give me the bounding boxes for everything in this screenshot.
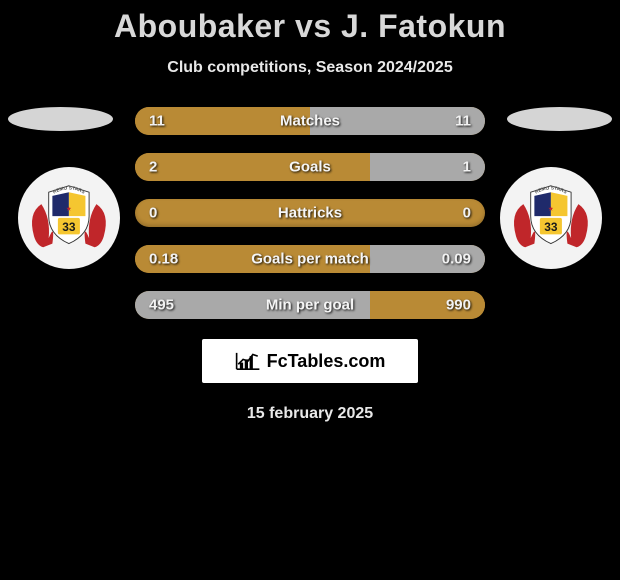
player2-club-badge: ★ 33 REMO STARS bbox=[500, 167, 602, 269]
stat-value-right: 11 bbox=[455, 113, 471, 130]
brand-label: FcTables.com bbox=[267, 351, 386, 372]
title-player2: J. Fatokun bbox=[341, 8, 506, 44]
stat-label: Goals bbox=[289, 159, 331, 176]
subtitle: Club competitions, Season 2024/2025 bbox=[0, 59, 620, 77]
player1-club-badge: ★ 33 REMO STARS bbox=[18, 167, 120, 269]
stat-label: Hattricks bbox=[278, 205, 342, 222]
chart-icon bbox=[235, 351, 261, 371]
player1-ellipse bbox=[8, 107, 113, 131]
stat-value-left: 0 bbox=[149, 205, 157, 222]
stat-bars: 11 11 Matches 2 1 Goals 0 0 Hattricks 0.18 0.09 Goa… bbox=[135, 107, 485, 319]
stat-bar: 2 1 Goals bbox=[135, 153, 485, 181]
stat-value-left: 495 bbox=[149, 297, 174, 314]
stat-bar: 11 11 Matches bbox=[135, 107, 485, 135]
svg-text:33: 33 bbox=[62, 220, 76, 234]
svg-text:33: 33 bbox=[544, 220, 558, 234]
stat-fill-left bbox=[135, 153, 370, 181]
stat-bar: 0 0 Hattricks bbox=[135, 199, 485, 227]
stat-value-right: 0.09 bbox=[442, 251, 471, 268]
stat-bar: 495 990 Min per goal bbox=[135, 291, 485, 319]
stat-value-left: 0.18 bbox=[149, 251, 178, 268]
brand-box: FcTables.com bbox=[202, 339, 418, 383]
stat-value-right: 990 bbox=[446, 297, 471, 314]
stat-value-right: 0 bbox=[463, 205, 471, 222]
stat-label: Matches bbox=[280, 113, 340, 130]
stat-value-left: 2 bbox=[149, 159, 157, 176]
club-crest-icon: ★ 33 REMO STARS bbox=[23, 172, 115, 264]
stat-value-left: 11 bbox=[149, 113, 165, 130]
date-label: 15 february 2025 bbox=[0, 405, 620, 423]
stat-label: Min per goal bbox=[266, 297, 354, 314]
page-title: Aboubaker vs J. Fatokun bbox=[0, 8, 620, 45]
stat-label: Goals per match bbox=[251, 251, 369, 268]
stat-value-right: 1 bbox=[463, 159, 471, 176]
stat-bar: 0.18 0.09 Goals per match bbox=[135, 245, 485, 273]
club-crest-icon: ★ 33 REMO STARS bbox=[505, 172, 597, 264]
title-vs: vs bbox=[295, 8, 332, 44]
title-player1: Aboubaker bbox=[114, 8, 286, 44]
comparison-content: ★ 33 REMO STARS ★ 33 REMO STARS bbox=[0, 107, 620, 423]
player2-ellipse bbox=[507, 107, 612, 131]
